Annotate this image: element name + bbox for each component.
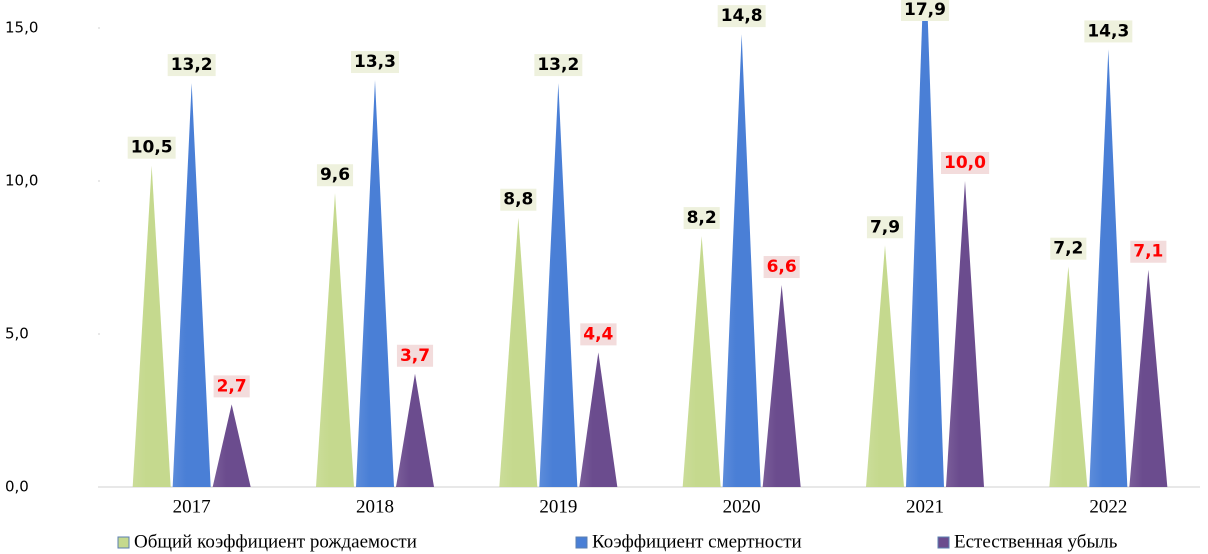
x-tick-label: 2017 [173, 496, 211, 517]
value-label-bg [351, 51, 399, 74]
value-label: 17,9 [904, 0, 946, 20]
value-label-bg [396, 344, 434, 367]
value-label-bg [763, 256, 800, 279]
value-label-bg [534, 54, 583, 77]
cone-bar [762, 285, 801, 487]
value-label: 7,9 [870, 217, 900, 237]
cone-bar [212, 404, 251, 487]
cone-bar [396, 373, 434, 487]
value-label-bg [717, 5, 766, 28]
legend-swatch [937, 536, 950, 549]
y-tick-label: 15,0 [5, 19, 38, 37]
legend-swatch [575, 536, 588, 549]
cone-bar [579, 352, 618, 487]
value-label: 14,3 [1087, 21, 1129, 41]
value-label: 13,2 [171, 55, 213, 75]
cone-bar [1089, 49, 1128, 488]
cone-bar [539, 83, 578, 487]
x-tick-label: 2019 [539, 496, 577, 517]
value-label: 14,8 [721, 6, 763, 26]
value-label: 8,8 [503, 190, 533, 210]
cone-bar [132, 165, 171, 487]
value-label: 2,7 [217, 376, 247, 396]
cone-bar [722, 34, 761, 488]
value-label-bg [866, 216, 904, 239]
value-label: 8,2 [687, 208, 717, 228]
cone-bar [172, 83, 211, 487]
cone-bar [906, 20, 944, 487]
cone-bar [946, 181, 984, 487]
value-label: 6,6 [767, 257, 797, 277]
cone-bar [316, 193, 354, 488]
value-label-bg [213, 375, 250, 398]
value-label-bg [941, 152, 990, 174]
y-tick-label: 5,0 [5, 325, 29, 343]
value-label-bg [901, 0, 949, 21]
value-label: 10,5 [131, 138, 173, 158]
value-label: 7,1 [1133, 242, 1163, 262]
cone-bar [682, 236, 721, 487]
cone-bar [1049, 266, 1088, 487]
x-tick-label: 2020 [723, 496, 761, 517]
cone-bar [356, 80, 394, 488]
value-label-bg [580, 323, 617, 346]
value-label: 13,2 [537, 55, 579, 75]
legend-label: Коэффициент смертности [592, 531, 802, 552]
value-label-bg [316, 164, 354, 187]
value-label: 4,4 [583, 324, 613, 344]
value-label-bg [500, 188, 537, 211]
legend-swatch [117, 536, 130, 549]
y-tick-label: 0,0 [5, 478, 29, 496]
value-label-bg [1050, 237, 1087, 260]
x-tick-label: 2018 [356, 496, 394, 517]
value-label: 7,2 [1053, 239, 1083, 259]
y-tick-label: 10,0 [5, 172, 38, 190]
legend-label: Естественная убыль [954, 531, 1118, 552]
cone-bar [866, 245, 904, 487]
cone-bar [1129, 269, 1168, 487]
x-tick-label: 2022 [1089, 496, 1127, 517]
value-label: 3,7 [400, 346, 430, 366]
plot-area [132, 20, 1168, 488]
value-label-bg [1084, 20, 1133, 43]
value-label: 9,6 [320, 165, 350, 185]
value-label: 10,0 [944, 153, 986, 173]
value-label-bg [1130, 240, 1167, 263]
value-label-bg [127, 136, 176, 159]
x-tick-label: 2021 [906, 496, 944, 517]
value-label: 13,3 [354, 52, 396, 72]
legend-label: Общий коэффициент рождаемости [134, 531, 417, 552]
cone-bar [499, 217, 538, 487]
value-label-bg [167, 54, 216, 77]
value-label-bg [683, 207, 720, 230]
